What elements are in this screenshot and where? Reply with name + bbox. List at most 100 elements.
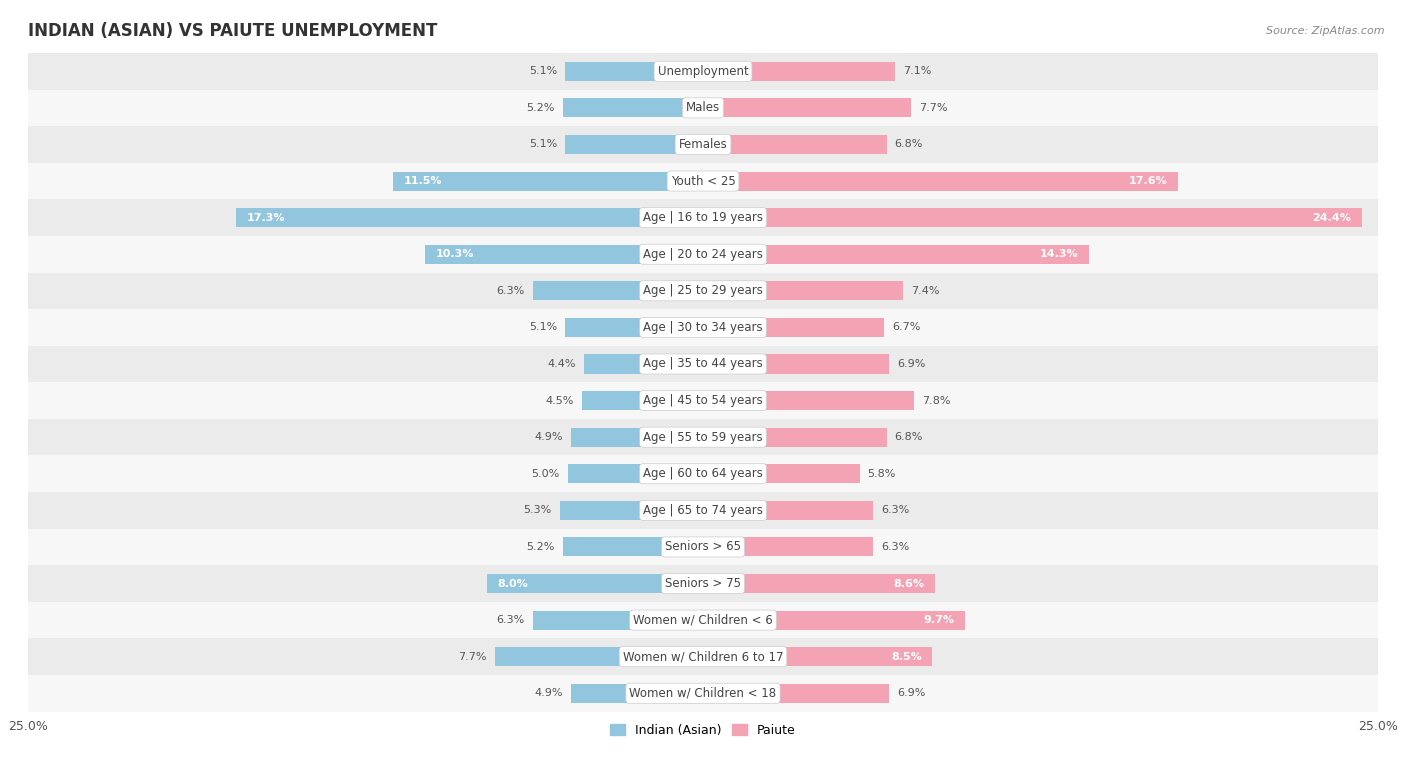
- Text: 5.1%: 5.1%: [529, 322, 557, 332]
- Bar: [703, 208, 1361, 227]
- Bar: [28, 236, 1378, 273]
- Bar: [392, 172, 703, 191]
- Text: 4.9%: 4.9%: [534, 688, 562, 698]
- Text: Age | 35 to 44 years: Age | 35 to 44 years: [643, 357, 763, 370]
- Bar: [703, 684, 889, 702]
- Bar: [28, 89, 1378, 126]
- Bar: [28, 273, 1378, 309]
- Text: Age | 30 to 34 years: Age | 30 to 34 years: [643, 321, 763, 334]
- Text: Age | 45 to 54 years: Age | 45 to 54 years: [643, 394, 763, 407]
- Text: 11.5%: 11.5%: [404, 176, 441, 186]
- Text: 7.8%: 7.8%: [922, 396, 950, 406]
- Text: 7.1%: 7.1%: [903, 67, 931, 76]
- Bar: [585, 354, 703, 373]
- Text: 6.7%: 6.7%: [891, 322, 921, 332]
- Bar: [28, 346, 1378, 382]
- Bar: [568, 464, 703, 483]
- Text: 8.0%: 8.0%: [498, 578, 529, 588]
- Bar: [425, 245, 703, 263]
- Text: Age | 65 to 74 years: Age | 65 to 74 years: [643, 504, 763, 517]
- Text: 5.3%: 5.3%: [523, 506, 551, 516]
- Bar: [703, 464, 859, 483]
- Text: 9.7%: 9.7%: [924, 615, 955, 625]
- Text: 6.3%: 6.3%: [882, 542, 910, 552]
- Text: 5.0%: 5.0%: [531, 469, 560, 478]
- Bar: [703, 428, 887, 447]
- Text: 24.4%: 24.4%: [1312, 213, 1351, 223]
- Bar: [703, 282, 903, 301]
- Text: 17.6%: 17.6%: [1129, 176, 1167, 186]
- Text: 7.7%: 7.7%: [920, 103, 948, 113]
- Text: Women w/ Children < 18: Women w/ Children < 18: [630, 687, 776, 699]
- Bar: [28, 565, 1378, 602]
- Text: 8.5%: 8.5%: [891, 652, 922, 662]
- Bar: [565, 135, 703, 154]
- Bar: [28, 675, 1378, 712]
- Text: Age | 55 to 59 years: Age | 55 to 59 years: [643, 431, 763, 444]
- Text: 6.3%: 6.3%: [882, 506, 910, 516]
- Bar: [533, 282, 703, 301]
- Text: 5.1%: 5.1%: [529, 139, 557, 149]
- Bar: [703, 611, 965, 630]
- Bar: [703, 135, 887, 154]
- Bar: [703, 354, 889, 373]
- Bar: [486, 574, 703, 593]
- Text: Age | 20 to 24 years: Age | 20 to 24 years: [643, 248, 763, 260]
- Bar: [562, 98, 703, 117]
- Bar: [495, 647, 703, 666]
- Text: 6.8%: 6.8%: [894, 432, 924, 442]
- Bar: [703, 172, 1178, 191]
- Bar: [28, 638, 1378, 675]
- Text: 7.7%: 7.7%: [458, 652, 486, 662]
- Bar: [562, 537, 703, 556]
- Text: 17.3%: 17.3%: [247, 213, 285, 223]
- Text: Women w/ Children 6 to 17: Women w/ Children 6 to 17: [623, 650, 783, 663]
- Text: 4.4%: 4.4%: [547, 359, 576, 369]
- Text: 6.3%: 6.3%: [496, 615, 524, 625]
- Bar: [571, 684, 703, 702]
- Bar: [703, 318, 884, 337]
- Bar: [571, 428, 703, 447]
- Bar: [28, 199, 1378, 236]
- Text: Age | 60 to 64 years: Age | 60 to 64 years: [643, 467, 763, 480]
- Text: 4.9%: 4.9%: [534, 432, 562, 442]
- Text: 10.3%: 10.3%: [436, 249, 474, 259]
- Text: Women w/ Children < 6: Women w/ Children < 6: [633, 614, 773, 627]
- Text: INDIAN (ASIAN) VS PAIUTE UNEMPLOYMENT: INDIAN (ASIAN) VS PAIUTE UNEMPLOYMENT: [28, 22, 437, 40]
- Text: Source: ZipAtlas.com: Source: ZipAtlas.com: [1267, 26, 1385, 36]
- Text: 5.8%: 5.8%: [868, 469, 896, 478]
- Bar: [28, 602, 1378, 638]
- Bar: [703, 391, 914, 410]
- Bar: [703, 501, 873, 520]
- Bar: [565, 62, 703, 81]
- Text: 6.9%: 6.9%: [897, 359, 925, 369]
- Bar: [28, 456, 1378, 492]
- Text: Females: Females: [679, 138, 727, 151]
- Text: 8.6%: 8.6%: [893, 578, 924, 588]
- Bar: [703, 62, 894, 81]
- Text: Age | 25 to 29 years: Age | 25 to 29 years: [643, 285, 763, 298]
- Text: 5.2%: 5.2%: [526, 542, 554, 552]
- Legend: Indian (Asian), Paiute: Indian (Asian), Paiute: [606, 718, 800, 742]
- Bar: [703, 537, 873, 556]
- Bar: [28, 528, 1378, 565]
- Bar: [28, 53, 1378, 89]
- Text: Seniors > 75: Seniors > 75: [665, 577, 741, 590]
- Text: Males: Males: [686, 101, 720, 114]
- Bar: [703, 98, 911, 117]
- Bar: [560, 501, 703, 520]
- Text: 4.5%: 4.5%: [546, 396, 574, 406]
- Text: 6.3%: 6.3%: [496, 286, 524, 296]
- Bar: [28, 163, 1378, 199]
- Bar: [28, 126, 1378, 163]
- Bar: [703, 647, 932, 666]
- Text: Unemployment: Unemployment: [658, 65, 748, 78]
- Bar: [703, 245, 1090, 263]
- Text: 6.8%: 6.8%: [894, 139, 924, 149]
- Bar: [28, 492, 1378, 528]
- Bar: [236, 208, 703, 227]
- Text: 7.4%: 7.4%: [911, 286, 939, 296]
- Text: Age | 16 to 19 years: Age | 16 to 19 years: [643, 211, 763, 224]
- Text: Seniors > 65: Seniors > 65: [665, 540, 741, 553]
- Text: Youth < 25: Youth < 25: [671, 175, 735, 188]
